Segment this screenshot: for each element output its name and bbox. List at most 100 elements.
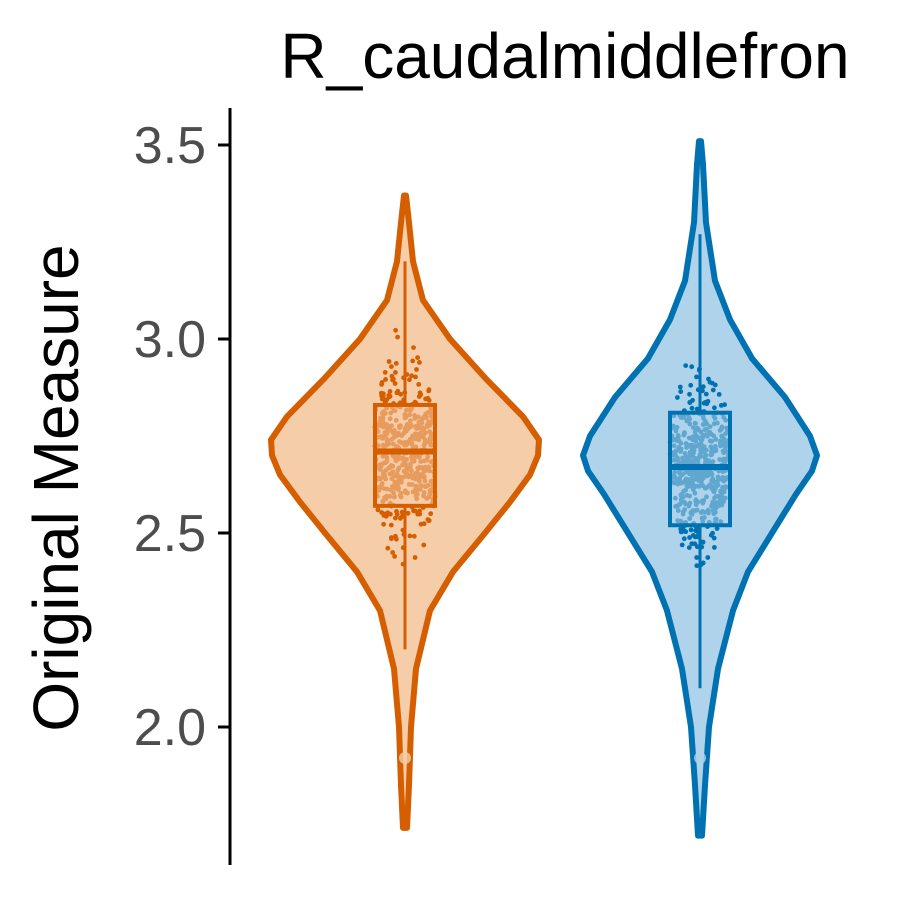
y-tick-label: 2.5 — [134, 505, 206, 563]
jitter-point — [426, 388, 432, 394]
jitter-point — [410, 358, 416, 364]
jitter-point — [390, 377, 395, 383]
jitter-point — [409, 373, 414, 379]
jitter-point — [390, 550, 396, 555]
y-axis-ticks: 2.0 2.5 3.0 3.5 — [134, 117, 230, 757]
jitter-point — [683, 363, 689, 368]
jitter-point — [394, 536, 399, 542]
jitter-point — [385, 512, 390, 517]
jitter-point — [386, 359, 392, 364]
jitter-point — [375, 507, 381, 513]
outlier-point — [399, 752, 411, 765]
jitter-point — [393, 361, 399, 366]
jitter-point — [387, 389, 393, 394]
jitter-point — [388, 522, 394, 528]
y-tick-label: 3.5 — [134, 117, 206, 175]
y-axis-label: Original Measure — [20, 244, 92, 731]
iqr-box — [373, 402, 437, 508]
jitter-point — [399, 509, 405, 515]
jitter-point — [687, 391, 692, 397]
jitter-point — [710, 387, 716, 393]
jitter-point — [411, 345, 416, 350]
jitter-point — [712, 405, 717, 411]
violin-group — [268, 192, 542, 831]
jitter-point — [386, 393, 392, 398]
jitter-point — [709, 380, 715, 386]
jitter-point — [379, 382, 384, 387]
jitter-point — [425, 395, 431, 401]
jitter-point — [694, 374, 699, 380]
jitter-point — [381, 521, 386, 527]
jitter-point — [694, 555, 700, 560]
y-tick-label: 3.0 — [134, 311, 206, 369]
violin-group — [580, 138, 820, 839]
violin-groups — [268, 138, 820, 839]
jitter-point — [688, 382, 694, 388]
jitter-point — [383, 377, 388, 382]
jitter-point — [405, 510, 411, 516]
jitter-point — [686, 545, 692, 550]
jitter-point — [413, 374, 418, 380]
jitter-point — [687, 535, 692, 540]
jitter-point — [711, 535, 717, 541]
jitter-point — [693, 528, 699, 533]
jitter-point — [411, 508, 416, 514]
jitter-point — [700, 539, 706, 545]
jitter-point — [689, 364, 695, 370]
jitter-point — [414, 367, 419, 372]
jitter-point — [705, 398, 711, 404]
jitter-point — [407, 533, 413, 539]
jitter-point — [675, 395, 680, 400]
jitter-point — [411, 533, 417, 539]
jitter-point — [416, 382, 422, 387]
jitter-point — [412, 555, 418, 560]
jitter-point — [705, 555, 711, 560]
jitter-point — [393, 515, 398, 521]
jitter-point — [394, 512, 400, 517]
jitter-point — [418, 392, 424, 397]
jitter-point — [382, 370, 388, 375]
jitter-point — [428, 511, 434, 517]
jitter-point — [393, 370, 398, 375]
jitter-point — [393, 327, 398, 333]
jitter-point — [389, 364, 394, 369]
jitter-point — [415, 355, 420, 360]
jitter-point — [678, 389, 684, 394]
jitter-point — [394, 390, 400, 396]
jitter-point — [688, 527, 694, 533]
jitter-point — [718, 403, 724, 408]
jitter-point — [379, 393, 384, 399]
jitter-point — [690, 397, 695, 403]
jitter-point — [681, 536, 687, 542]
jitter-point — [689, 405, 695, 411]
jitter-point — [692, 541, 698, 547]
jitter-point — [708, 532, 714, 538]
jitter-point — [395, 334, 400, 340]
jitter-point — [677, 384, 683, 390]
jitter-point — [418, 521, 424, 527]
outlier-point — [694, 752, 706, 765]
jitter-point — [712, 545, 717, 550]
chart-title: R_caudalmiddlefron — [280, 20, 849, 92]
jitter-point — [694, 406, 700, 412]
y-tick-label: 2.0 — [134, 699, 206, 757]
jitter-point — [392, 381, 398, 386]
jitter-point — [392, 554, 397, 559]
jitter-point — [389, 373, 395, 379]
jitter-point — [417, 360, 422, 365]
jitter-point — [385, 545, 391, 551]
jitter-point — [714, 526, 720, 531]
jitter-point — [701, 400, 707, 406]
jitter-point — [703, 391, 709, 397]
jitter-point — [389, 536, 394, 542]
jitter-point — [417, 511, 423, 517]
jitter-point — [398, 391, 404, 397]
jitter-point — [700, 384, 706, 390]
jitter-point — [716, 392, 722, 397]
jitter-point — [694, 563, 700, 569]
jitter-point — [421, 542, 427, 548]
jitter-point — [679, 542, 685, 548]
jitter-point — [426, 518, 432, 523]
jitter-point — [690, 533, 696, 538]
